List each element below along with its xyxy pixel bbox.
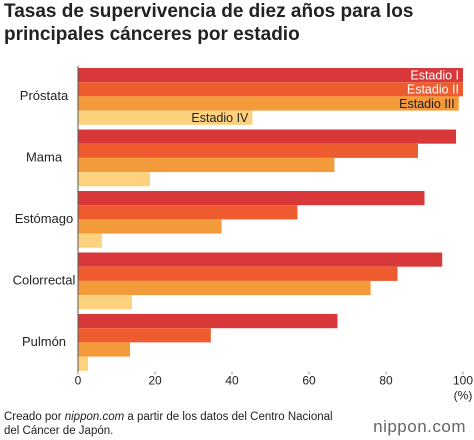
bar bbox=[78, 205, 298, 220]
x-tick-label: 80 bbox=[379, 374, 393, 388]
x-tick-label: 40 bbox=[225, 374, 239, 388]
bar bbox=[78, 82, 463, 97]
legend-label: Estadio III bbox=[399, 97, 455, 111]
x-tick-label: 60 bbox=[302, 374, 316, 388]
bar bbox=[78, 314, 338, 329]
bar bbox=[78, 233, 102, 248]
chart-title: Tasas de supervivencia de diez años para… bbox=[4, 1, 413, 22]
y-tick-label: Colorrectal bbox=[13, 272, 76, 287]
legend-label: Estadio II bbox=[407, 83, 459, 97]
y-tick-label: Estómago bbox=[15, 211, 74, 226]
bar bbox=[78, 157, 335, 173]
bar bbox=[78, 172, 150, 187]
bar bbox=[78, 252, 443, 267]
bar bbox=[78, 342, 130, 357]
footer-text: Creado por bbox=[4, 411, 65, 423]
bar bbox=[78, 129, 457, 144]
x-tick-label: 20 bbox=[148, 374, 162, 388]
footer-text: nippon.com bbox=[64, 411, 125, 423]
chart: Tasas de supervivencia de diez años para… bbox=[4, 1, 473, 403]
footer: Creado por nippon.com a partir de los da… bbox=[4, 410, 333, 438]
bar bbox=[78, 219, 222, 234]
chart-title: principales cánceres por estadio bbox=[4, 24, 300, 45]
bar bbox=[78, 143, 418, 158]
bar bbox=[78, 96, 459, 111]
x-tick-label: 0 bbox=[75, 374, 82, 388]
bar bbox=[78, 191, 425, 206]
bar bbox=[78, 280, 371, 296]
bar bbox=[78, 295, 132, 310]
footer-text: a partir de los datos del Centro Naciona… bbox=[124, 411, 333, 423]
bar bbox=[78, 356, 89, 371]
legend-label: Estadio IV bbox=[191, 111, 249, 125]
y-tick-label: Próstata bbox=[20, 88, 69, 103]
x-tick-label: 100 bbox=[453, 374, 473, 388]
bar bbox=[78, 68, 463, 83]
legend-label: Estadio I bbox=[410, 68, 459, 82]
y-tick-label: Pulmón bbox=[22, 334, 66, 349]
bar bbox=[78, 266, 398, 281]
x-unit: (%) bbox=[454, 389, 473, 403]
logo: nippon.com bbox=[373, 417, 466, 436]
footer-text: del Cáncer de Japón. bbox=[4, 425, 114, 437]
y-tick-label: Mama bbox=[26, 149, 63, 164]
bar bbox=[78, 110, 253, 125]
bar bbox=[78, 328, 211, 343]
